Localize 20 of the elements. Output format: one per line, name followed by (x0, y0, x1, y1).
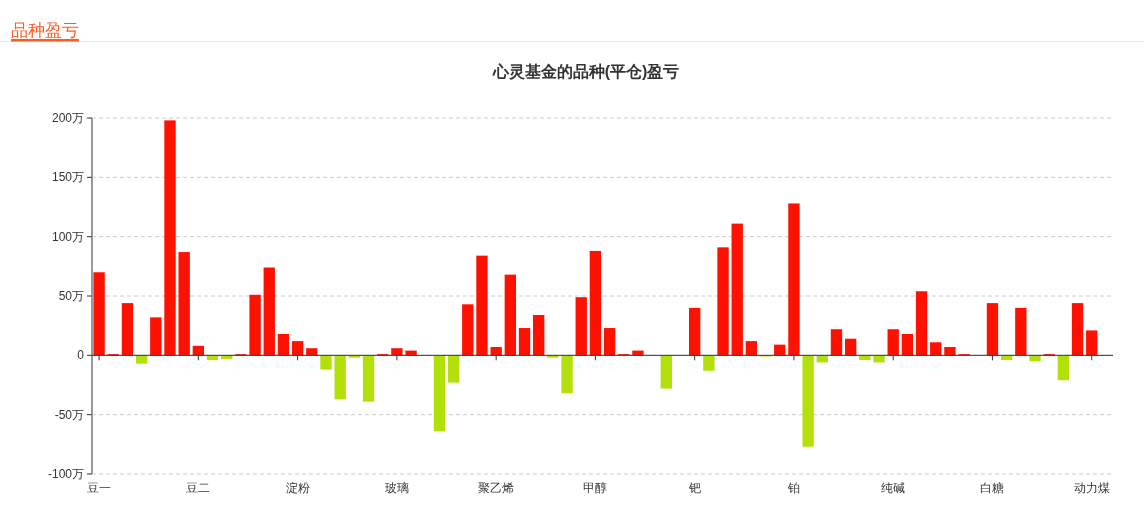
x-tick-label: 豆二 (186, 481, 211, 495)
y-tick-label: 200万 (51, 111, 84, 125)
title: 心灵基金的品种(平仓)盈亏 (492, 63, 680, 80)
x-tick-label: 纯碱 (881, 481, 906, 495)
annotation: 品种盈亏 (11, 21, 79, 40)
y-tick-label: 100万 (51, 229, 84, 244)
x-tick-label: 聚乙烯 (478, 481, 515, 495)
x-tick-label: 甲醇 (583, 481, 608, 495)
y-tick-label: 0 (77, 348, 85, 363)
x-tick-label: 铂 (786, 481, 800, 495)
x-tick-label: 豆一 (87, 481, 112, 495)
y-tick-label: -50万 (54, 407, 84, 422)
x-tick-label: 白糖 (980, 481, 1005, 495)
y-tick-label: 50万 (58, 289, 84, 303)
x-tick-label: 玻璃 (384, 481, 409, 495)
x-tick-label: 动力煤 (1073, 481, 1110, 495)
x-tick-label: 淀粉 (285, 481, 310, 495)
y-tick-label: 150万 (51, 170, 84, 185)
y-tick-label: -100万 (47, 467, 84, 481)
x-tick-label: 钯 (687, 481, 701, 495)
